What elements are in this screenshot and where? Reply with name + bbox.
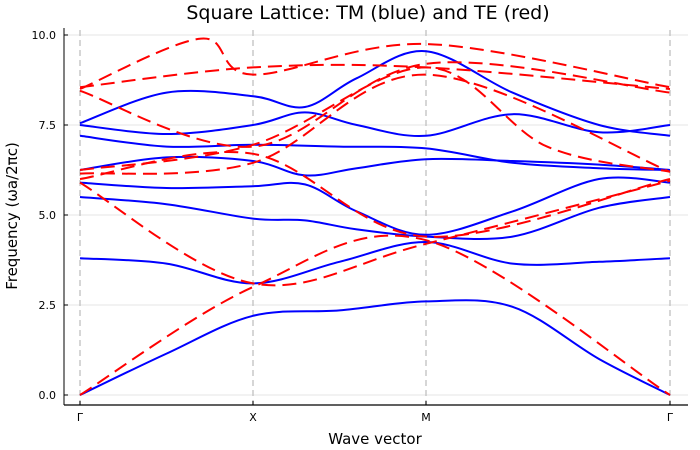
te-band-line [79,179,671,287]
y-tick-label: 2.5 [39,299,57,312]
y-tick-label: 10.0 [32,29,57,42]
tm-band-line [79,196,671,241]
tm-band-line [79,50,671,137]
y-ticks: 0.0 2.5 5.0 7.5 10.0 [32,29,68,402]
te-band-line [79,234,671,396]
grid-lines [64,34,688,396]
x-axis-label: Wave vector [328,430,422,448]
tm-band-line [79,111,671,138]
te-band-line [79,73,671,175]
x-tick-label: Γ [667,411,674,424]
tm-band-line [79,240,671,285]
high-symmetry-lines [79,30,671,405]
x-tick-label: X [249,411,257,424]
y-tick-label: 0.0 [39,389,57,402]
tm-band-line [79,134,671,171]
te-band-line [79,150,671,238]
x-tick-label: Γ [77,411,84,424]
te-band-line [79,37,671,90]
te-band-line [79,63,671,90]
te-band-line [79,66,671,173]
y-tick-label: 5.0 [39,209,57,222]
x-tick-label: M [421,411,431,424]
chart-title: Square Lattice: TM (blue) and TE (red) [186,2,549,24]
tm-band-line [79,299,671,396]
data-series [79,37,671,396]
te-band-line [79,61,671,148]
tm-band-line [79,155,671,177]
tm-bands [79,50,671,396]
te-bands [79,37,671,396]
y-tick-label: 7.5 [39,119,57,132]
y-axis-label: Frequency (ωa/2πc) [3,142,21,290]
